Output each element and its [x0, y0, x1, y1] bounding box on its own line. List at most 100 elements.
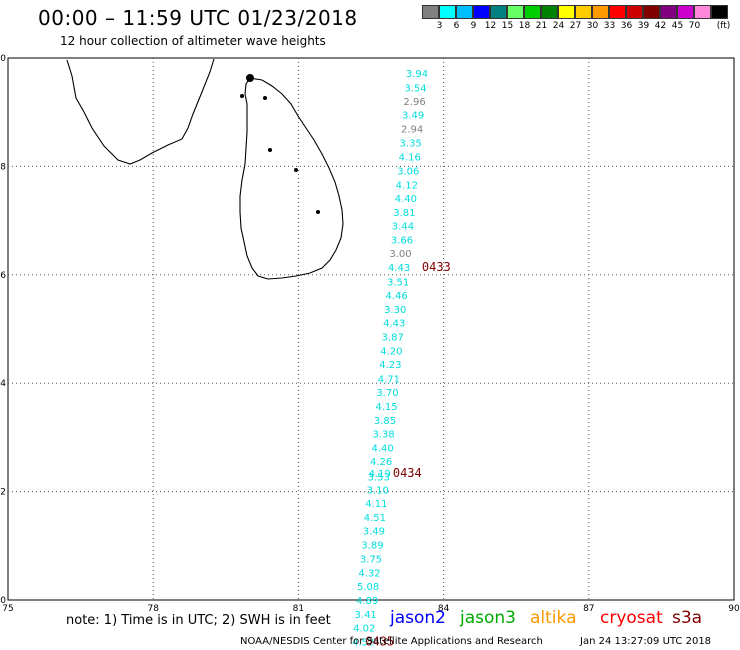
color-scale-label: 3 — [436, 21, 443, 31]
page-title: 00:00 – 11:59 UTC 01/23/2018 — [38, 6, 358, 30]
color-scale-label: 42 — [654, 21, 667, 31]
wave-height-value: 3.70 — [376, 388, 398, 399]
legend-item-altika: altika — [530, 608, 577, 628]
latitude-tick-label: 4 — [0, 379, 6, 389]
wave-height-value: 4.11 — [365, 499, 387, 510]
color-swatch — [677, 5, 694, 19]
sri-lanka-outline — [239, 77, 344, 280]
map-frame — [7, 57, 735, 601]
india-coastline-path — [66, 58, 215, 165]
legend-item-cryosat: cryosat — [600, 608, 663, 628]
wave-height-value: 4.12 — [396, 180, 418, 191]
india-coastline — [66, 58, 215, 165]
color-swatch — [456, 5, 473, 19]
color-swatch — [575, 5, 592, 19]
wave-height-value: 4.23 — [379, 360, 401, 371]
color-scale-label: 21 — [535, 21, 548, 31]
latitude-tick-label: 6 — [0, 271, 6, 281]
latitude-tick-label: 10 — [0, 54, 6, 64]
units-note: note: 1) Time is in UTC; 2) SWH is in fe… — [66, 613, 331, 628]
sri-lanka-coastline — [239, 74, 344, 280]
wave-height-value: 4.46 — [386, 291, 408, 302]
wave-height-value: 4.19 — [369, 469, 391, 480]
color-scale-label: 33 — [603, 21, 616, 31]
pass-time-label: 0434 — [393, 466, 422, 480]
map-grid — [8, 58, 734, 600]
wave-height-value: 4.43 — [388, 263, 410, 274]
color-scale-label: 36 — [620, 21, 633, 31]
islet-shape — [316, 210, 320, 214]
wave-height-value: 4.40 — [371, 444, 393, 455]
color-scale-unit: (ft) — [716, 21, 731, 31]
longitude-tick-label: 81 — [293, 604, 304, 614]
color-swatch — [558, 5, 575, 19]
color-scale-label: 70 — [688, 21, 701, 31]
wave-height-value: 3.75 — [360, 554, 382, 565]
islet-shape — [294, 168, 298, 172]
wave-height-value: 4.71 — [378, 374, 400, 385]
color-scale-label: 12 — [484, 21, 497, 31]
longitude-tick-label: 78 — [147, 604, 159, 614]
page-subtitle: 12 hour collection of altimeter wave hei… — [60, 34, 326, 48]
wave-height-value: 3.51 — [387, 277, 409, 288]
wave-height-value: 3.85 — [374, 416, 396, 427]
color-scale-label: 24 — [552, 21, 565, 31]
wave-height-value: 4.43 — [383, 318, 405, 329]
wave-height-value: 3.30 — [384, 305, 406, 316]
wave-height-value: 5.08 — [357, 582, 379, 593]
wave-height-value: 3.89 — [361, 541, 383, 552]
generated-timestamp: Jan 24 13:27:09 UTC 2018 — [580, 636, 712, 647]
color-scale-label: 15 — [501, 21, 514, 31]
wave-height-value: 4.16 — [399, 153, 421, 164]
wave-height-value: 3.41 — [355, 610, 377, 621]
wave-height-value: 3.38 — [372, 430, 394, 441]
islet-shape — [268, 148, 272, 152]
credit-line: NOAA/NESDIS Center for Satellite Applica… — [240, 636, 543, 647]
wave-height-value: 3.49 — [363, 527, 385, 538]
color-swatch — [541, 5, 558, 19]
wave-height-value: 3.54 — [404, 83, 426, 94]
wave-height-value: 4.26 — [370, 457, 392, 468]
wave-height-value: 2.94 — [401, 124, 423, 135]
color-scale-label: 30 — [586, 21, 599, 31]
color-scale-label: 39 — [637, 21, 650, 31]
color-swatch — [473, 5, 490, 19]
pass-time-labels: 0433 0434 0435 — [365, 260, 451, 649]
color-scale-label: 45 — [671, 21, 684, 31]
color-swatch — [490, 5, 507, 19]
longitude-tick-label: 84 — [438, 604, 450, 614]
color-swatch — [694, 5, 711, 19]
legend-item-s3a: s3a — [672, 608, 703, 628]
legend-item-jason2: jason2 — [390, 608, 446, 628]
wave-height-value: 4.51 — [364, 513, 386, 524]
islet-shape — [263, 96, 267, 100]
pass-time-label: 0435 — [365, 635, 394, 649]
pass-time-label: 0433 — [422, 260, 451, 274]
wave-height-value: 4.15 — [375, 402, 397, 413]
wave-height-value: 3.35 — [400, 139, 422, 150]
color-scale-label: 18 — [518, 21, 531, 31]
color-scale-label: 6 — [453, 21, 460, 31]
color-swatch — [660, 5, 677, 19]
longitude-tick-label: 75 — [2, 604, 13, 614]
wave-height-value: 4.32 — [358, 568, 380, 579]
wave-height-value: 3.53 — [368, 472, 390, 483]
color-swatch — [626, 5, 643, 19]
islet-shape — [246, 74, 254, 82]
color-scale-label: 9 — [470, 21, 477, 31]
wave-height-value: 2.96 — [403, 97, 425, 108]
color-swatch — [609, 5, 626, 19]
wave-height-value: 4.89 — [356, 596, 378, 607]
wave-height-value: 3.81 — [393, 208, 415, 219]
longitude-tick-label: 90 — [728, 604, 740, 614]
wave-height-value: 3.66 — [391, 236, 413, 247]
color-scale-label: 27 — [569, 21, 582, 31]
color-swatch — [507, 5, 524, 19]
wave-height-observations: 3.94 3.54 2.96 3.49 2.94 3.35 4.16 3.06 4.12 4.40… — [352, 69, 428, 649]
color-swatch — [422, 5, 439, 19]
color-swatch — [524, 5, 541, 19]
color-swatch — [711, 5, 728, 19]
latitude-ticks: 0 2 4 6 8 10 — [0, 54, 6, 606]
wave-height-value: 4.40 — [395, 194, 417, 205]
